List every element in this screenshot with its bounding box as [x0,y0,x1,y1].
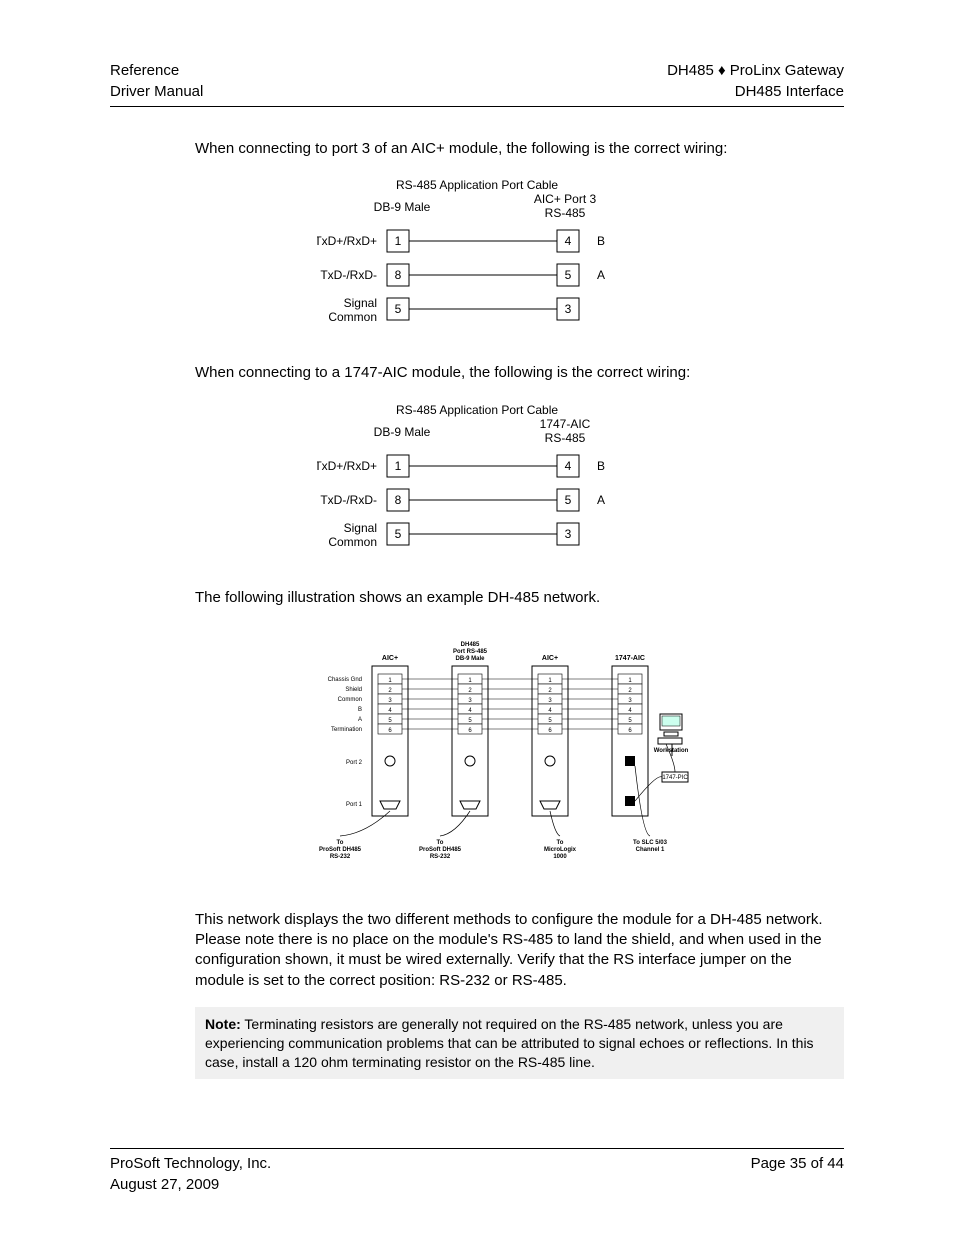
svg-text:TxD+/RxD+: TxD+/RxD+ [317,459,377,473]
svg-text:4: 4 [565,234,572,248]
svg-text:Channel 1: Channel 1 [636,847,665,853]
svg-text:DH485: DH485 [461,642,480,648]
header-left-line2: Driver Manual [110,81,203,102]
svg-text:Port RS-485: Port RS-485 [453,649,488,655]
svg-text:1000: 1000 [553,854,567,860]
svg-text:Signal: Signal [344,521,377,535]
svg-text:8: 8 [395,268,402,282]
svg-text:TxD-/RxD-: TxD-/RxD- [320,268,377,282]
svg-text:5: 5 [565,268,572,282]
svg-text:Common: Common [328,535,377,549]
footer-left: ProSoft Technology, Inc. August 27, 2009 [110,1153,271,1195]
svg-text:A: A [358,717,362,723]
svg-text:To: To [437,840,444,846]
svg-text:Workstation: Workstation [654,748,689,754]
svg-text:Common: Common [338,697,362,703]
svg-text:3: 3 [565,527,572,541]
svg-text:A: A [597,493,605,507]
svg-text:Port 1: Port 1 [346,802,363,808]
svg-text:Signal: Signal [344,296,377,310]
note-box: Note: Terminating resistors are generall… [195,1007,844,1080]
note-label: Note: [205,1016,241,1032]
svg-text:RS-485: RS-485 [545,431,586,445]
svg-text:1: 1 [395,234,402,248]
svg-text:B: B [358,707,362,713]
svg-text:To: To [337,840,344,846]
paragraph-4: This network displays the two different … [195,910,844,991]
svg-text:1747-PIC: 1747-PIC [662,775,688,781]
svg-text:DB-9 Male: DB-9 Male [374,200,431,214]
svg-text:Common: Common [328,310,377,324]
svg-text:Shield: Shield [345,687,362,693]
svg-text:8: 8 [395,493,402,507]
svg-text:ProSoft DH485: ProSoft DH485 [319,847,362,853]
svg-text:RS-232: RS-232 [430,854,451,860]
svg-text:RS-485: RS-485 [545,206,586,220]
header-right-line1: DH485 ♦ ProLinx Gateway [667,60,844,81]
svg-text:A: A [597,268,605,282]
svg-text:B: B [597,234,605,248]
footer-left-line2: August 27, 2009 [110,1174,271,1195]
svg-text:4: 4 [565,459,572,473]
svg-text:AIC+: AIC+ [382,655,398,662]
svg-text:ProSoft DH485: ProSoft DH485 [419,847,462,853]
paragraph-3: The following illustration shows an exam… [195,588,844,608]
svg-text:1747-AIC: 1747-AIC [615,655,645,662]
note-body: Terminating resistors are generally not … [205,1016,814,1070]
wiring-diagram-2: RS-485 Application Port Cable DB-9 Male 17… [317,400,637,570]
svg-text:B: B [597,459,605,473]
wiring-diagram-1: RS-485 Application Port Cable DB-9 Male AI… [317,175,637,345]
svg-text:TxD+/RxD+: TxD+/RxD+ [317,234,377,248]
footer-left-line1: ProSoft Technology, Inc. [110,1153,271,1174]
header-left-line1: Reference [110,60,203,81]
svg-text:MicroLogix: MicroLogix [544,847,577,853]
paragraph-1: When connecting to port 3 of an AIC+ mod… [195,139,844,159]
svg-text:To: To [557,840,564,846]
svg-text:RS-485 Application Port Cable: RS-485 Application Port Cable [396,178,558,192]
svg-text:DB-9 Male: DB-9 Male [374,425,431,439]
svg-text:5: 5 [395,302,402,316]
footer-right: Page 35 of 44 [751,1153,844,1195]
paragraph-2: When connecting to a 1747-AIC module, th… [195,363,844,383]
svg-text:DB-9 Male: DB-9 Male [455,656,485,662]
header-left: Reference Driver Manual [110,60,203,102]
svg-text:AIC+ Port 3: AIC+ Port 3 [534,192,597,206]
footer-right-line1: Page 35 of 44 [751,1153,844,1174]
svg-text:RS-232: RS-232 [330,854,351,860]
svg-text:3: 3 [565,302,572,316]
svg-text:5: 5 [565,493,572,507]
svg-text:RS-485 Application Port Cable: RS-485 Application Port Cable [396,403,558,417]
svg-text:Port 2: Port 2 [346,760,363,766]
svg-text:5: 5 [395,527,402,541]
svg-text:TxD-/RxD-: TxD-/RxD- [320,493,377,507]
svg-text:1747-AIC: 1747-AIC [540,417,591,431]
svg-text:Termination: Termination [331,727,362,733]
header-right: DH485 ♦ ProLinx Gateway DH485 Interface [667,60,844,102]
svg-text:To SLC 5/03: To SLC 5/03 [633,840,668,846]
svg-text:AIC+: AIC+ [542,655,558,662]
svg-text:Chassis Gnd: Chassis Gnd [328,677,362,683]
header-right-line2: DH485 Interface [667,81,844,102]
svg-text:1: 1 [395,459,402,473]
network-diagram: AIC+123456DH485Port RS-485DB-9 Male12345… [262,624,692,884]
page-footer: ProSoft Technology, Inc. August 27, 2009… [110,1148,844,1195]
page-header: Reference Driver Manual DH485 ♦ ProLinx … [110,60,844,107]
